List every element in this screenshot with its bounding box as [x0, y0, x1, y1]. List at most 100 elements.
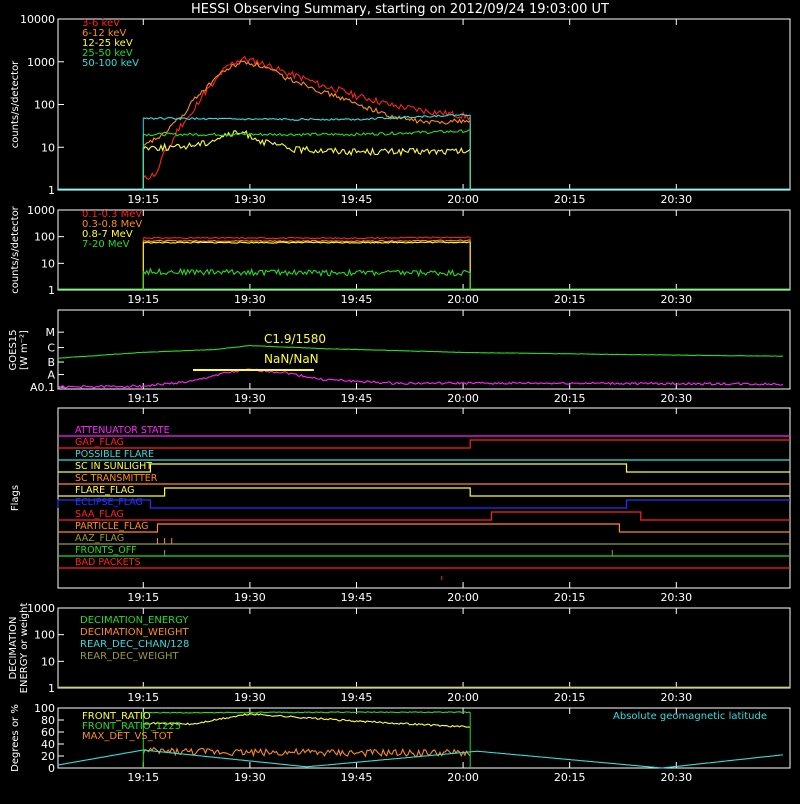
time-tick-label: 19:15 [127, 193, 159, 206]
flag-label: ECLIPSE_FLAG [75, 497, 143, 508]
y-tick-label: 10 [41, 141, 55, 154]
time-tick-label: 19:45 [341, 691, 373, 704]
y-axis-label: counts/s/detector [10, 60, 21, 148]
y-tick-label: 100 [34, 231, 55, 244]
flag-label: BAD PACKETS [75, 557, 141, 568]
time-tick-label: 20:00 [447, 392, 479, 405]
series-Absolute-geomagnetic-latitude [57, 749, 783, 769]
y-tick-label: 20 [41, 750, 55, 763]
series-6-12-keV [143, 60, 471, 146]
y-tick-label: 100 [34, 629, 55, 642]
y-tick-label: A0.1 [30, 381, 55, 394]
legend-entry: 12-25 keV [82, 38, 133, 49]
y-tick-label: 1000 [27, 602, 55, 615]
y-tick-label: 60 [41, 726, 55, 739]
y-tick-label: 40 [41, 738, 55, 751]
time-tick-label: 19:15 [127, 392, 159, 405]
time-tick-label: 19:30 [234, 691, 266, 704]
time-tick-label: 19:30 [234, 771, 266, 784]
y-tick-label: 100 [34, 99, 55, 112]
panel-frame [57, 209, 791, 291]
y-tick-label: 80 [41, 714, 55, 727]
time-tick-label: 19:45 [341, 193, 373, 206]
time-tick-label: 19:45 [341, 771, 373, 784]
y-tick-label: 10000 [20, 13, 55, 26]
time-tick-label: 20:30 [660, 392, 692, 405]
flag-line [58, 487, 790, 497]
series-0.8-7-MeV [143, 241, 471, 244]
legend-entry: 3-6 keV [82, 18, 120, 29]
legend-entry: MAX_DET_VS_TOT [82, 731, 174, 742]
chart-title: HESSI Observing Summary, starting on 201… [191, 2, 609, 17]
time-tick-label: 20:30 [660, 193, 692, 206]
flag-line [57, 499, 790, 509]
flag-line [58, 463, 790, 473]
panel-decimation: 19:15 19:30 19:45 20:00 20:15 20:30 1 10 100 1000… [8, 602, 791, 704]
y-tick-label: 100 [34, 702, 55, 715]
goes-series [57, 344, 783, 359]
time-tick-label: 19:30 [234, 293, 266, 306]
flag-label: ATTENUATOR STATE [75, 425, 170, 436]
panel-frame [57, 607, 791, 689]
panel-frame [57, 407, 791, 589]
y-axis-label-units: [W m⁻²] [19, 330, 30, 370]
time-tick-label: 20:00 [447, 771, 479, 784]
flag-label: SC IN SUNLIGHT [75, 461, 152, 472]
legend-entry: FRONT_RATIO_1225 [82, 721, 181, 732]
y-tick-label: 1000 [27, 56, 55, 69]
time-tick-label: 19:30 [234, 591, 266, 604]
legend-entry: 0.8-7 MeV [82, 229, 133, 240]
panel-ratio: 19:15 19:30 19:45 20:00 20:15 20:30 0204060801… [10, 702, 791, 784]
legend-entry: REAR_DEC_CHAN/128 [80, 639, 189, 650]
legend-entry: REAR_DEC_WEIGHT [80, 651, 179, 662]
series-3-6-keV [142, 55, 471, 180]
series-50-100-keV [143, 113, 471, 121]
panel-frame [57, 18, 791, 191]
time-tick-label: 19:15 [127, 293, 159, 306]
time-tick-label: 20:15 [554, 591, 586, 604]
flag-label: SC TRANSMITTER [75, 473, 158, 484]
flag-label: FLARE_FLAG [75, 485, 135, 496]
time-tick-label: 20:30 [660, 293, 692, 306]
time-tick-label: 20:00 [447, 293, 479, 306]
legend-entry: 6-12 keV [82, 28, 126, 39]
legend-entry: 0.3-0.8 MeV [82, 219, 142, 230]
y-tick-label: 0 [48, 762, 55, 775]
time-tick-label: 19:15 [127, 591, 159, 604]
y-axis-label: Degrees or % [10, 704, 21, 772]
flare-annotation: NaN/NaN [264, 352, 319, 366]
y-tick-label: 10 [41, 655, 55, 668]
time-tick-label: 20:15 [554, 293, 586, 306]
time-tick-label: 19:15 [127, 691, 159, 704]
panel-frame [57, 309, 791, 390]
y-axis-label: counts/s/detector [10, 205, 21, 293]
flag-label: POSSIBLE FLARE [75, 449, 154, 460]
flag-label: FRONTS_OFF [75, 545, 137, 556]
y-axis-label: Flags [10, 485, 21, 511]
legend-entry: FRONT_RATIO [82, 711, 151, 722]
y-tick-label: 1 [48, 284, 55, 297]
series-0.1-0.3-MeV [143, 236, 471, 240]
time-tick-label: 19:45 [341, 293, 373, 306]
series-7-20-MeV [142, 267, 471, 278]
time-tick-label: 19:15 [127, 771, 159, 784]
time-tick-label: 20:15 [554, 771, 586, 784]
panel-xray: 19:15 19:30 19:45 20:00 20:15 20:30 1 10 100 1000… [10, 13, 791, 206]
series-FRONT_RATIO_1225 [143, 711, 471, 714]
time-tick-label: 20:30 [660, 771, 692, 784]
flare-annotation: C1.9/1580 [264, 332, 326, 346]
flag-label: PARTICLE_FLAG [75, 521, 148, 532]
series-0.3-0.8-MeV [143, 239, 471, 243]
series-25-50-keV [143, 129, 471, 137]
time-tick-label: 20:00 [447, 193, 479, 206]
panel-frame [57, 707, 791, 769]
y-tick-label: 10 [41, 257, 55, 270]
y-tick-label: 1 [48, 682, 55, 695]
series-12-25-keV [142, 129, 471, 157]
time-tick-label: 20:00 [447, 591, 479, 604]
y-axis-label: ENERGY or weight [19, 603, 30, 694]
flag-label: GAP_FLAG [75, 437, 124, 448]
time-tick-label: 20:15 [554, 691, 586, 704]
series-FRONT_RATIO [143, 713, 471, 728]
